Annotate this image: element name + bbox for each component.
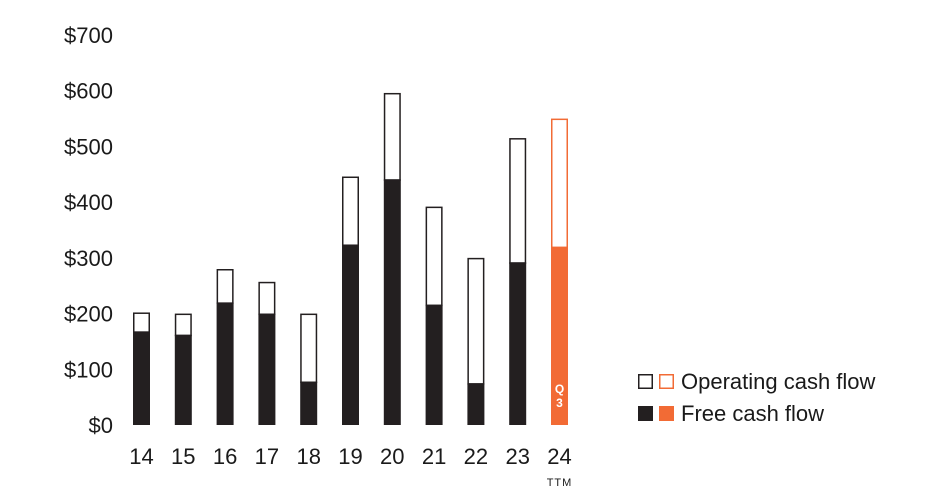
legend: Operating cash flow Free cash flow	[638, 369, 876, 426]
free-cash-flow-bar	[258, 313, 276, 425]
operating-cash-flow-bar	[509, 138, 527, 264]
free-cash-flow-bar	[174, 334, 192, 425]
operating-cash-flow-bar	[342, 176, 359, 246]
legend-label-free: Free cash flow	[681, 401, 824, 426]
legend-swatch-free-highlight	[659, 406, 674, 421]
y-axis: $0 $100 $200 $300 $400 $500 $600 $700	[64, 23, 113, 438]
x-tick-label: 19	[338, 444, 362, 469]
operating-cash-flow-bar	[383, 92, 401, 181]
operating-cash-flow-bar	[258, 281, 276, 316]
x-tick-label: 23	[505, 444, 529, 469]
x-axis: 14 15 16 17 18 19 20 21 22 23 24 TTM	[129, 444, 573, 488]
x-tick-label: 21	[422, 444, 446, 469]
legend-swatch-free-dark	[638, 406, 653, 421]
free-cash-flow-bar	[342, 244, 359, 425]
y-tick-label: $0	[89, 413, 113, 438]
y-tick-label: $700	[64, 23, 113, 48]
x-tick-label: 17	[255, 444, 279, 469]
free-cash-flow-bar	[467, 383, 485, 425]
y-tick-label: $300	[64, 246, 113, 271]
operating-cash-flow-bar	[551, 118, 568, 249]
y-tick-label: $400	[64, 190, 113, 215]
y-tick-label: $600	[64, 79, 113, 104]
period-label: 3	[556, 396, 563, 410]
x-tick-label: 20	[380, 444, 404, 469]
operating-cash-flow-bar	[133, 312, 150, 333]
y-tick-label: $100	[64, 357, 113, 382]
x-tick-label: 16	[213, 444, 237, 469]
free-cash-flow-bar	[509, 262, 527, 425]
x-tick-label: 22	[464, 444, 488, 469]
free-cash-flow-bar	[383, 179, 401, 425]
x-tick-label: 24	[547, 444, 571, 469]
x-tick-sublabel: TTM	[547, 477, 573, 488]
operating-cash-flow-bar	[425, 206, 443, 307]
free-cash-flow-bar	[551, 246, 568, 425]
period-label: Q	[555, 382, 564, 396]
bars: Q3	[133, 92, 568, 425]
free-cash-flow-bar	[300, 381, 318, 425]
free-cash-flow-bar	[425, 304, 443, 425]
x-tick-label: 18	[296, 444, 320, 469]
free-cash-flow-bar	[133, 331, 150, 425]
y-tick-label: $200	[64, 302, 113, 327]
x-tick-label: 14	[129, 444, 153, 469]
operating-cash-flow-bar	[467, 257, 485, 385]
legend-swatch-operating-dark	[638, 374, 653, 389]
operating-cash-flow-bar	[174, 313, 192, 337]
operating-cash-flow-bar	[216, 269, 234, 304]
x-tick-label: 15	[171, 444, 195, 469]
legend-swatch-operating-highlight	[659, 374, 674, 389]
legend-label-operating: Operating cash flow	[681, 369, 876, 394]
free-cash-flow-bar	[216, 302, 234, 425]
y-tick-label: $500	[64, 134, 113, 159]
operating-cash-flow-bar	[300, 313, 318, 384]
